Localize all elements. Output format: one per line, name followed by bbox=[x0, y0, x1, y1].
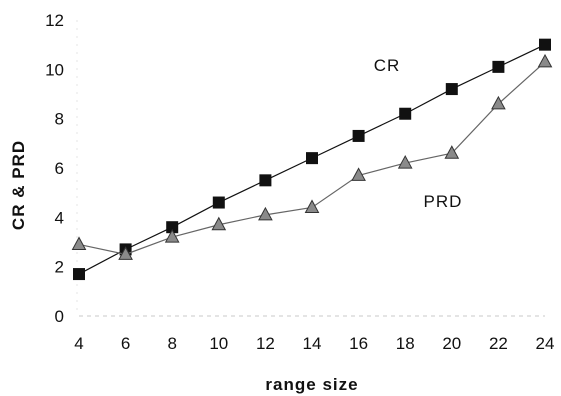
y-tick-label: 12 bbox=[45, 11, 64, 30]
data-point-prd bbox=[258, 206, 273, 221]
data-point-prd bbox=[444, 145, 460, 159]
y-tick-label: 2 bbox=[55, 258, 64, 277]
x-tick-label: 8 bbox=[167, 334, 176, 353]
x-tick-label: 14 bbox=[303, 334, 322, 353]
x-tick-label: 10 bbox=[209, 334, 228, 353]
data-point-prd bbox=[164, 229, 180, 243]
series-label-cr: CR bbox=[374, 56, 401, 75]
data-point-cr bbox=[445, 83, 458, 96]
x-tick-label: 20 bbox=[442, 334, 461, 353]
data-point-prd bbox=[71, 236, 87, 250]
x-tick-label: 6 bbox=[121, 334, 130, 353]
x-tick-label: 22 bbox=[489, 334, 508, 353]
data-point-prd bbox=[211, 216, 227, 231]
data-point-cr bbox=[73, 268, 85, 281]
data-point-cr bbox=[399, 107, 412, 120]
data-point-cr bbox=[352, 129, 365, 142]
series-cr bbox=[73, 38, 551, 281]
x-tick-label: 18 bbox=[396, 334, 415, 353]
y-tick-label: 8 bbox=[55, 110, 64, 129]
series-group bbox=[71, 38, 553, 281]
x-tick-label: 16 bbox=[349, 334, 368, 353]
y-tick-label: 0 bbox=[55, 307, 64, 326]
series-labels: CR PRD bbox=[374, 56, 463, 211]
y-tick-label: 10 bbox=[45, 60, 64, 79]
y-tick-label: 6 bbox=[55, 159, 64, 178]
data-point-cr bbox=[539, 38, 551, 51]
axes bbox=[76, 20, 545, 317]
data-point-cr bbox=[492, 60, 505, 73]
data-point-cr bbox=[259, 174, 272, 187]
data-point-prd bbox=[351, 167, 366, 181]
x-axis-title: range size bbox=[265, 375, 358, 394]
data-point-cr bbox=[212, 196, 225, 209]
data-point-prd bbox=[537, 53, 553, 68]
data-point-prd bbox=[491, 95, 506, 110]
data-point-cr bbox=[166, 221, 179, 234]
data-point-prd bbox=[118, 246, 133, 260]
x-tick-label: 24 bbox=[536, 334, 555, 353]
series-prd bbox=[71, 53, 553, 260]
data-point-prd bbox=[397, 155, 413, 169]
series-label-prd: PRD bbox=[424, 192, 463, 211]
y-tick-label: 4 bbox=[55, 208, 64, 227]
y-axis-title: CR & PRD bbox=[9, 140, 28, 230]
data-point-prd bbox=[304, 199, 320, 213]
x-tick-label: 4 bbox=[74, 334, 83, 353]
x-tick-label: 12 bbox=[256, 334, 275, 353]
data-point-cr bbox=[306, 152, 318, 165]
